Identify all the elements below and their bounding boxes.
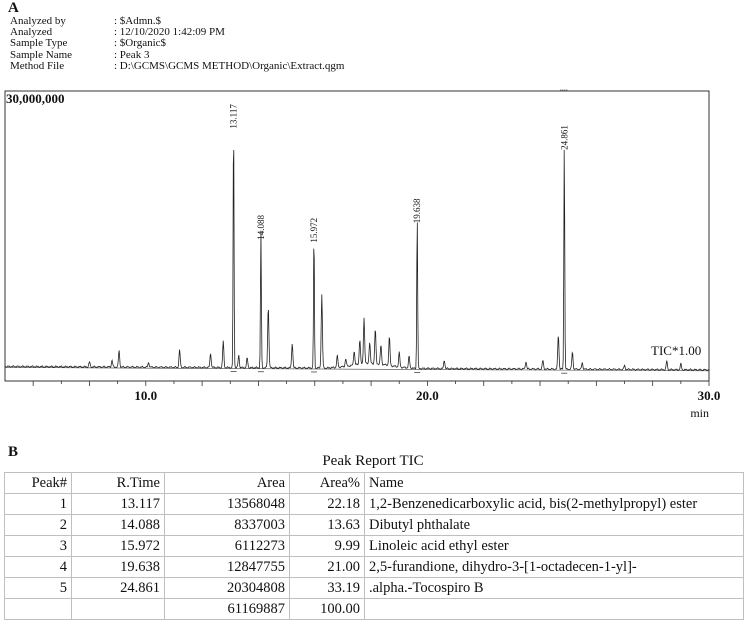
- cell-area-pct: 22.18: [290, 494, 365, 515]
- cell-name: Dibutyl phthalate: [365, 515, 744, 536]
- table-header-row: Peak# R.Time Area Area% Name: [5, 473, 744, 494]
- cell-rtime: 14.088: [72, 515, 165, 536]
- cell-total-peak: [5, 599, 72, 620]
- cell-total-rtime: [72, 599, 165, 620]
- x-axis-label: min: [690, 406, 709, 420]
- cell-area: 13568048: [165, 494, 290, 515]
- column-header-area-pct: Area%: [290, 473, 365, 494]
- tic-trace: [5, 150, 709, 371]
- column-header-area: Area: [165, 473, 290, 494]
- x-tick-label: 10.0: [134, 388, 157, 403]
- cell-area: 6112273: [165, 536, 290, 557]
- peak-label: 15.972: [309, 218, 319, 243]
- trace-label: TIC*1.00: [651, 343, 701, 358]
- cell-peak: 4: [5, 557, 72, 578]
- cell-area: 20304808: [165, 578, 290, 599]
- meta-key: Sample Type: [10, 38, 114, 49]
- column-header-peak: Peak#: [5, 473, 72, 494]
- x-tick-label: 30.0: [698, 388, 721, 403]
- cell-name: .alpha.-Tocospiro B: [365, 578, 744, 599]
- meta-row: Method File : D:\GCMS\GCMS METHOD\Organi…: [10, 61, 344, 72]
- meta-value: : D:\GCMS\GCMS METHOD\Organic\Extract.qg…: [114, 61, 344, 72]
- table-row: 5 24.861 20304808 33.19 .alpha.-Tocospir…: [5, 578, 744, 599]
- meta-value: : $Organic$: [114, 38, 166, 49]
- table-total-row: 61169887 100.00: [5, 599, 744, 620]
- cell-name: Linoleic acid ethyl ester: [365, 536, 744, 557]
- report-title: Peak Report TIC: [0, 453, 746, 470]
- column-header-name: Name: [365, 473, 744, 494]
- peak-label: 24.861: [559, 125, 569, 150]
- peak-report-table: Peak# R.Time Area Area% Name 1 13.117 13…: [4, 472, 744, 620]
- table-row: 3 15.972 6112273 9.99 Linoleic acid ethy…: [5, 536, 744, 557]
- cell-area: 8337003: [165, 515, 290, 536]
- cell-rtime: 24.861: [72, 578, 165, 599]
- meta-key: Method File: [10, 61, 114, 72]
- cell-area-pct: 9.99: [290, 536, 365, 557]
- cell-area-pct: 21.00: [290, 557, 365, 578]
- cell-peak: 2: [5, 515, 72, 536]
- peak-label: 14.088: [256, 214, 266, 239]
- y-max-label: 30,000,000: [6, 91, 65, 106]
- x-tick-label: 20.0: [416, 388, 439, 403]
- cell-total-area-pct: 100.00: [290, 599, 365, 620]
- meta-row: Sample Type : $Organic$: [10, 38, 344, 49]
- cell-peak: 3: [5, 536, 72, 557]
- cell-peak: 1: [5, 494, 72, 515]
- cell-rtime: 15.972: [72, 536, 165, 557]
- plot-frame: [5, 91, 709, 381]
- run-metadata: Analyzed by : $Admn.$ Analyzed : 12/10/2…: [10, 16, 344, 72]
- peak-label: 13.117: [229, 104, 239, 129]
- cell-peak: 5: [5, 578, 72, 599]
- cell-area-pct: 33.19: [290, 578, 365, 599]
- table-row: 4 19.638 12847755 21.00 2,5-furandione, …: [5, 557, 744, 578]
- cell-total-area: 61169887: [165, 599, 290, 620]
- cell-name: 1,2-Benzenedicarboxylic acid, bis(2-meth…: [365, 494, 744, 515]
- cell-rtime: 19.638: [72, 557, 165, 578]
- table-row: 1 13.117 13568048 22.18 1,2-Benzenedicar…: [5, 494, 744, 515]
- peak-label: 19.638: [412, 198, 422, 223]
- table-row: 2 14.088 8337003 13.63 Dibutyl phthalate: [5, 515, 744, 536]
- cell-name: 2,5-furandione, dihydro-3-[1-octadecen-1…: [365, 557, 744, 578]
- cell-area-pct: 13.63: [290, 515, 365, 536]
- cell-total-name: [365, 599, 744, 620]
- cell-rtime: 13.117: [72, 494, 165, 515]
- cell-area: 12847755: [165, 557, 290, 578]
- chromatogram: 30,000,000 13.117 14.088 15.972 19.638 24.861…: [0, 86, 746, 426]
- column-header-rtime: R.Time: [72, 473, 165, 494]
